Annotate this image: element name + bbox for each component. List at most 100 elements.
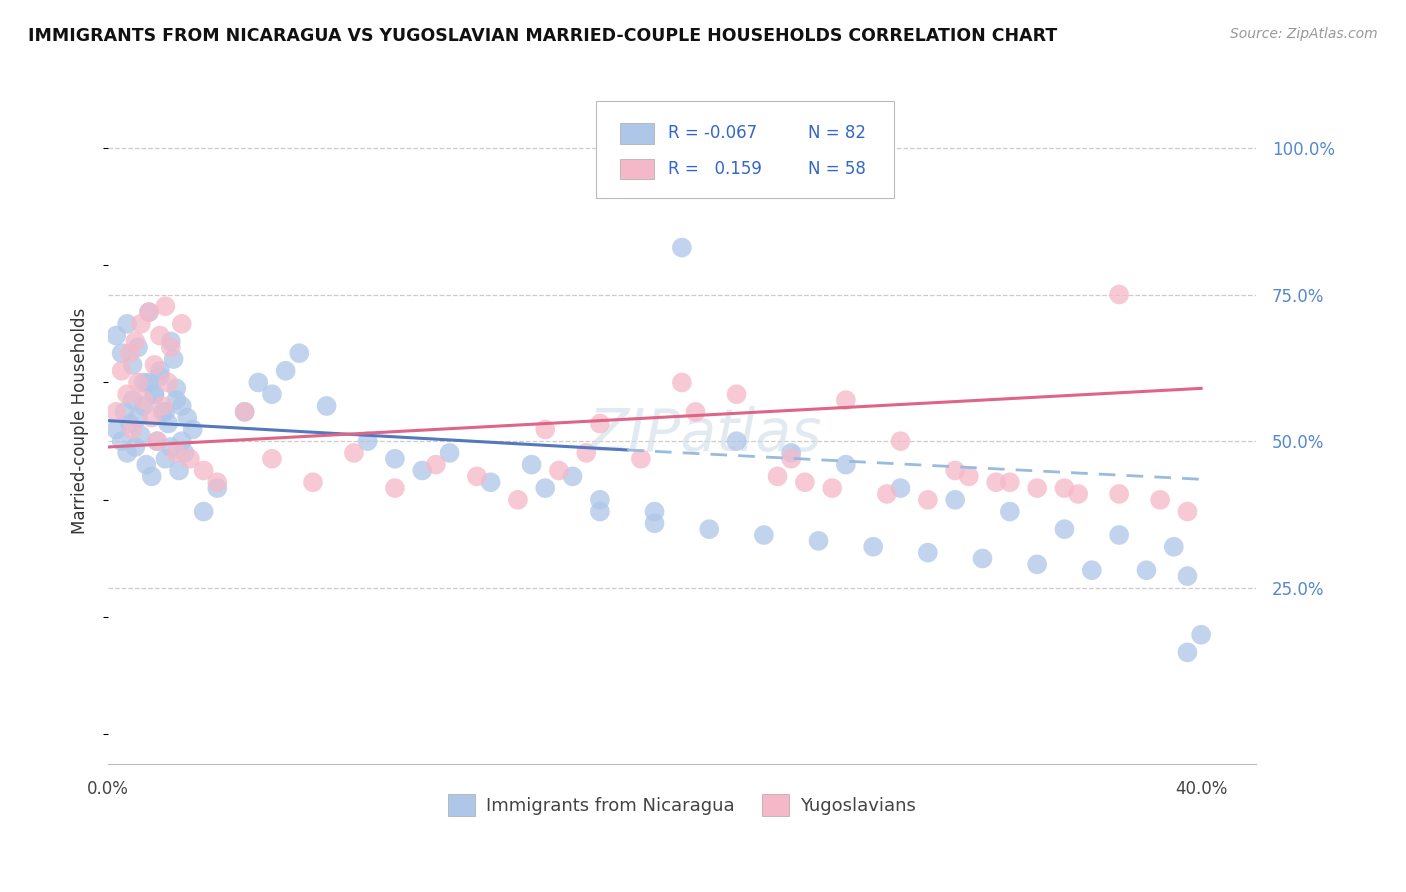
- Point: [685, 405, 707, 419]
- Point: [1026, 481, 1049, 495]
- Point: [1163, 540, 1185, 554]
- Point: [998, 505, 1021, 519]
- Point: [170, 434, 193, 449]
- Point: [862, 540, 884, 554]
- Point: [121, 358, 143, 372]
- Point: [315, 399, 337, 413]
- Point: [127, 376, 149, 390]
- Point: [302, 475, 325, 490]
- Point: [111, 346, 134, 360]
- Point: [143, 387, 166, 401]
- Point: [160, 340, 183, 354]
- Point: [115, 446, 138, 460]
- Point: [411, 463, 433, 477]
- Point: [835, 458, 858, 472]
- Point: [534, 422, 557, 436]
- Point: [589, 417, 612, 431]
- Point: [589, 492, 612, 507]
- Point: [384, 451, 406, 466]
- Point: [1067, 487, 1090, 501]
- Point: [917, 492, 939, 507]
- Point: [149, 328, 172, 343]
- Text: IMMIGRANTS FROM NICARAGUA VS YUGOSLAVIAN MARRIED-COUPLE HOUSEHOLDS CORRELATION C: IMMIGRANTS FROM NICARAGUA VS YUGOSLAVIAN…: [28, 27, 1057, 45]
- Point: [141, 469, 163, 483]
- Point: [644, 516, 666, 531]
- Point: [986, 475, 1008, 490]
- Point: [1053, 481, 1076, 495]
- Text: R =   0.159: R = 0.159: [668, 161, 762, 178]
- Point: [288, 346, 311, 360]
- Point: [162, 352, 184, 367]
- Point: [152, 399, 174, 413]
- Point: [671, 376, 693, 390]
- Point: [138, 305, 160, 319]
- Point: [725, 434, 748, 449]
- Point: [1026, 558, 1049, 572]
- Point: [152, 405, 174, 419]
- Point: [356, 434, 378, 449]
- Point: [127, 340, 149, 354]
- Point: [1177, 505, 1199, 519]
- Point: [167, 463, 190, 477]
- Point: [173, 446, 195, 460]
- Point: [157, 376, 180, 390]
- Point: [384, 481, 406, 495]
- Point: [889, 481, 911, 495]
- Point: [1081, 563, 1104, 577]
- Point: [561, 469, 583, 483]
- Point: [972, 551, 994, 566]
- Point: [465, 469, 488, 483]
- Point: [889, 434, 911, 449]
- Point: [111, 364, 134, 378]
- Point: [111, 434, 134, 449]
- Point: [793, 475, 815, 490]
- Point: [176, 410, 198, 425]
- Point: [105, 405, 128, 419]
- Point: [143, 358, 166, 372]
- Point: [943, 463, 966, 477]
- Point: [506, 492, 529, 507]
- Point: [105, 422, 128, 436]
- Point: [876, 487, 898, 501]
- Point: [157, 417, 180, 431]
- Point: [807, 533, 830, 548]
- Point: [105, 328, 128, 343]
- Point: [124, 440, 146, 454]
- Point: [118, 417, 141, 431]
- Point: [425, 458, 447, 472]
- Point: [589, 505, 612, 519]
- Point: [138, 376, 160, 390]
- Point: [165, 381, 187, 395]
- Point: [247, 376, 270, 390]
- Point: [115, 387, 138, 401]
- Point: [752, 528, 775, 542]
- Point: [193, 463, 215, 477]
- Point: [274, 364, 297, 378]
- Point: [149, 369, 172, 384]
- Point: [170, 317, 193, 331]
- Point: [143, 387, 166, 401]
- Point: [697, 522, 720, 536]
- Point: [917, 546, 939, 560]
- Point: [165, 393, 187, 408]
- Point: [115, 317, 138, 331]
- Point: [129, 428, 152, 442]
- Point: [112, 405, 135, 419]
- Point: [671, 241, 693, 255]
- Point: [207, 481, 229, 495]
- Point: [1189, 628, 1212, 642]
- Point: [835, 393, 858, 408]
- Point: [1108, 487, 1130, 501]
- Text: N = 58: N = 58: [808, 161, 866, 178]
- Point: [207, 475, 229, 490]
- Point: [260, 451, 283, 466]
- Point: [260, 387, 283, 401]
- Point: [233, 405, 256, 419]
- Point: [998, 475, 1021, 490]
- Point: [179, 451, 201, 466]
- Point: [233, 405, 256, 419]
- Point: [780, 446, 803, 460]
- Point: [121, 422, 143, 436]
- Point: [155, 451, 177, 466]
- Point: [1135, 563, 1157, 577]
